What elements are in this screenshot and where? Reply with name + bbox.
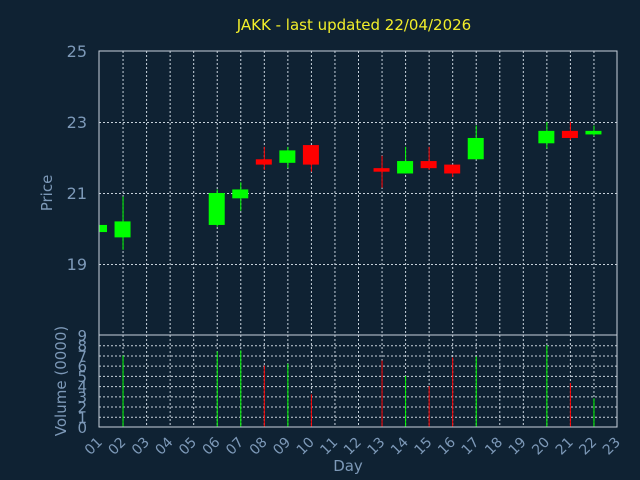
- candle-body: [232, 189, 249, 199]
- volume-y-tick-label: 3: [77, 388, 87, 406]
- price-y-ticks: 19 21 23 25: [67, 42, 87, 274]
- x-tick-label: 08: [247, 435, 271, 459]
- x-tick-label: 14: [388, 434, 412, 458]
- x-tick-label: 15: [412, 435, 436, 459]
- x-tick-label: 18: [482, 435, 506, 459]
- x-tick-label: 19: [506, 435, 530, 459]
- volume-y-tick-label: 1: [77, 409, 87, 427]
- price-candles: [99, 122, 602, 250]
- volume-bars: [122, 345, 595, 427]
- price-y-tick-label: 19: [67, 255, 87, 274]
- x-tick-label: 05: [176, 435, 200, 459]
- x-tick-label: 20: [529, 435, 553, 459]
- volume-y-tick-label: 0: [77, 419, 87, 437]
- volume-y-tick-label: 4: [77, 378, 87, 396]
- price-axis-label: Price: [38, 175, 56, 212]
- candle-body: [420, 161, 437, 169]
- x-tick-label: 03: [129, 435, 153, 459]
- x-tick-label: 11: [317, 435, 341, 459]
- candle-body: [279, 150, 296, 163]
- candle-body: [561, 130, 578, 138]
- volume-axis-label: Volume (0000): [52, 326, 70, 436]
- candle-body: [444, 164, 461, 174]
- candle-body: [585, 130, 602, 135]
- x-tick-label: 17: [459, 435, 483, 459]
- x-tick-label: 12: [341, 435, 365, 459]
- x-axis-label: Day: [333, 457, 363, 475]
- candle-body: [114, 221, 131, 238]
- volume-panel-frame: [98, 334, 618, 428]
- x-tick-label: 21: [553, 435, 577, 459]
- volume-y-tick-label: 6: [77, 358, 87, 376]
- x-tick-label: 06: [200, 434, 224, 458]
- x-tick-label: 07: [223, 435, 247, 459]
- x-tick-label: 10: [294, 435, 318, 459]
- price-y-tick-label: 25: [67, 42, 87, 61]
- candle-body: [467, 137, 484, 160]
- volume-y-tick-label: 2: [77, 399, 87, 417]
- candle-body: [255, 159, 272, 165]
- x-tick-label: 02: [105, 435, 129, 459]
- chart-title: JAKK - last updated 22/04/2026: [236, 16, 471, 34]
- x-tick-label: 22: [576, 435, 600, 459]
- x-ticks: 01 02 03 04 05 06 07 08 09 10 11 12 13 14 15 16 17 18 19 20…: [82, 434, 624, 458]
- price-gridlines: [99, 51, 617, 335]
- volume-y-tick-label: 7: [77, 347, 87, 365]
- candle-body: [397, 161, 414, 174]
- candle-body: [302, 145, 319, 165]
- x-tick-label: 01: [82, 435, 106, 459]
- x-tick-label: 16: [435, 434, 459, 458]
- volume-y-tick-label: 5: [77, 368, 87, 386]
- price-y-tick-label: 21: [67, 184, 87, 203]
- candle-body: [99, 224, 107, 233]
- candle-body: [208, 193, 225, 225]
- x-tick-label: 04: [153, 434, 177, 458]
- candle-body: [538, 130, 555, 144]
- volume-gridlines: [99, 335, 617, 427]
- x-tick-label: 13: [364, 435, 388, 459]
- volume-y-tick-label: 8: [77, 337, 87, 355]
- x-tick-label: 23: [600, 435, 624, 459]
- candle-body: [373, 168, 390, 172]
- price-y-tick-label: 23: [67, 113, 87, 132]
- x-tick-label: 09: [270, 435, 294, 459]
- volume-y-tick-label: 9: [77, 327, 87, 345]
